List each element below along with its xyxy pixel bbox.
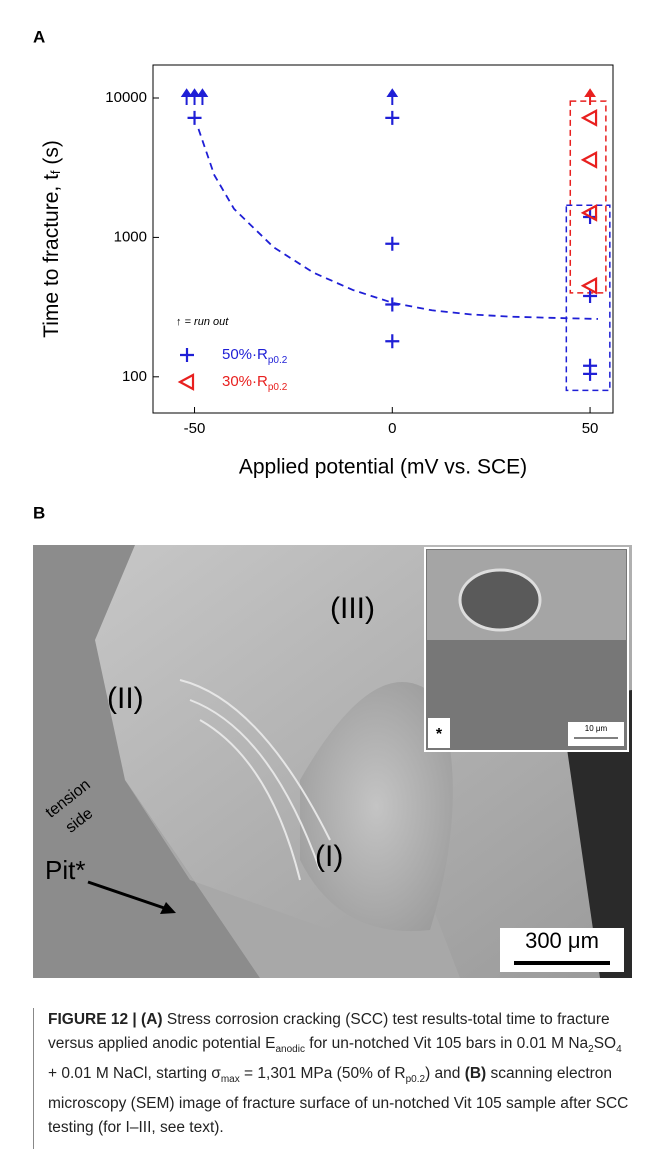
inset-scale-label: 10 μm (585, 724, 608, 733)
caption-text: = 1,301 MPa (50% of R (239, 1065, 406, 1083)
caption-text: p0.2 (405, 1074, 426, 1086)
y-tick-label: 1000 (114, 228, 147, 245)
runout-arrow (180, 88, 193, 106)
caption-text: max (220, 1074, 240, 1086)
runout-arrow (196, 88, 209, 106)
caption-text: anodic (275, 1044, 305, 1056)
plus-marker (180, 348, 194, 362)
y-axis-label: Time to fracture, tf (s) (40, 140, 64, 338)
triangle-marker (177, 373, 195, 391)
caption-text: 2 (588, 1044, 594, 1056)
inset-label: * (436, 726, 443, 743)
scale-label: 300 μm (525, 928, 599, 953)
caption-text: SO (593, 1035, 617, 1052)
caption-text: 4 (616, 1044, 622, 1056)
plus-marker (385, 334, 400, 349)
panel-label: A (33, 27, 45, 46)
caption-text: ) and (425, 1065, 465, 1083)
legend-label: 50%·Rp0.2 (222, 346, 288, 366)
annotation: ↑ = run out (176, 316, 229, 328)
caption-text: (B) (464, 1065, 487, 1083)
caption-text: scanning electron microscopy (SEM) image… (48, 1065, 629, 1137)
runout-arrow (188, 88, 201, 106)
legend-label-part: 50%·R (222, 346, 268, 363)
plus-marker (583, 366, 598, 381)
panel-label: B (33, 503, 45, 522)
y-axis-label-part: f (48, 170, 63, 174)
caption-text: for un-notched Vit 105 bars in 0.01 M Na (304, 1035, 589, 1052)
legend-label: 30%·Rp0.2 (222, 373, 288, 393)
x-tick-label: 0 (388, 420, 396, 437)
plus-marker (187, 110, 202, 125)
plus-marker (385, 110, 400, 125)
y-axis-label-part: (s) (40, 140, 63, 170)
y-axis-label-part: Time to fracture, t (40, 174, 63, 338)
caption-text: + 0.01 M NaCl, starting σ (48, 1065, 221, 1083)
region-label: (III) (330, 592, 375, 625)
triangle-marker (580, 151, 598, 169)
figure: A B (III) (II) (I) tension side Pit* 300… (33, 27, 632, 978)
y-tick-label: 100 (122, 368, 147, 385)
legend-label-sub: p0.2 (268, 382, 288, 393)
caption-text: Stress corrosion cracking (SCC) test res… (48, 1011, 610, 1052)
triangle-marker (580, 204, 598, 222)
plot-frame (152, 64, 614, 414)
plus-marker (583, 288, 598, 303)
runout-arrow (386, 88, 399, 106)
sem-image (33, 545, 632, 978)
x-axis-label: Applied potential (mV vs. SCE) (239, 456, 527, 479)
legend-label-part: 30%·R (222, 373, 268, 390)
plus-marker (385, 297, 400, 312)
x-tick-label: 50 (582, 420, 599, 437)
runout-arrow (584, 88, 596, 106)
plus-marker (385, 236, 400, 251)
x-tick-label: -50 (184, 420, 206, 437)
region-label: (II) (107, 682, 144, 715)
highlight-box (565, 204, 611, 392)
pit-label: Pit* (45, 855, 85, 885)
triangle-marker (580, 109, 598, 127)
caption-text: FIGURE 12 | (A) (48, 1011, 163, 1028)
triangle-marker (580, 276, 598, 295)
caption: FIGURE 12 | (A) Stress corrosion crackin… (33, 1008, 633, 1149)
fit-curve (197, 128, 598, 320)
legend-label-sub: p0.2 (268, 355, 288, 366)
region-label: (I) (315, 840, 343, 873)
highlight-box (569, 100, 607, 294)
y-tick-label: 10000 (105, 89, 147, 106)
